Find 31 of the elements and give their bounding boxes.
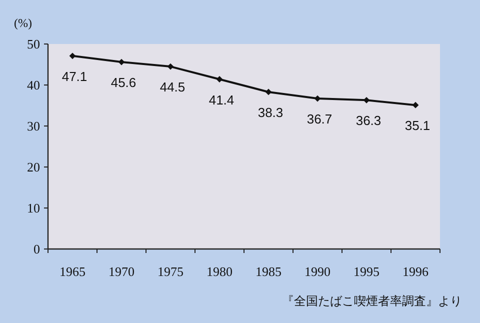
point [167, 63, 174, 70]
data-label: 41.4 [208, 92, 234, 108]
y-tick-label: 10 [27, 200, 40, 216]
x-tick-label: 1965 [60, 264, 86, 279]
data-label: 38.3 [258, 104, 284, 120]
x-tick-label: 1995 [354, 264, 380, 279]
y-tick-label: 30 [27, 118, 40, 134]
point [118, 58, 125, 66]
point [412, 102, 419, 108]
point [363, 96, 370, 104]
y-axis-title: (%) [14, 16, 32, 30]
y-tick-label: 50 [27, 36, 40, 52]
data-label: 36.3 [356, 113, 382, 128]
x-tick-label: 1996 [402, 264, 429, 279]
data-label: 36.7 [306, 112, 332, 127]
data-label: 44.5 [160, 80, 186, 95]
data-label: 45.6 [110, 75, 136, 90]
data-label: 35.1 [404, 118, 430, 134]
text: 『全国たばこ喫煙者率調査』より [282, 294, 462, 308]
y-tick-label: 20 [27, 160, 40, 174]
x-tick-label: 1990 [304, 264, 330, 279]
point [69, 52, 76, 60]
point [265, 88, 272, 96]
point [314, 95, 321, 102]
x-tick-label: 1980 [206, 264, 232, 279]
y-tick-label: 40 [27, 78, 40, 92]
x-tick-label: 1985 [256, 264, 282, 279]
data-label: 47.1 [62, 68, 88, 84]
y-tick-label: 0 [34, 242, 40, 256]
x-tick-label: 1970 [108, 264, 134, 279]
x-tick-label: 1975 [158, 264, 184, 279]
